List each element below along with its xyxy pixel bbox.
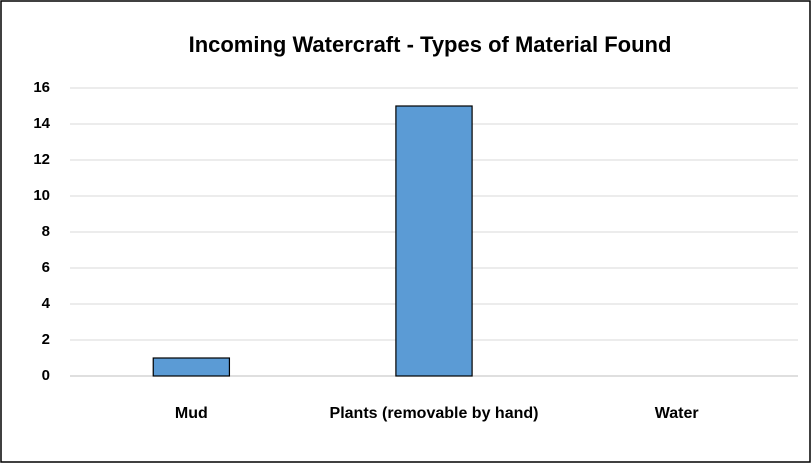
y-tick-label: 0 — [42, 367, 50, 384]
x-tick-label: Plants (removable by hand) — [329, 405, 539, 422]
y-tick-label: 2 — [42, 331, 50, 348]
x-tick-label: Water — [654, 405, 699, 422]
y-tick-label: 14 — [33, 115, 50, 132]
x-tick-label: Mud — [174, 405, 208, 422]
chart-title: Incoming Watercraft - Types of Material … — [189, 32, 672, 57]
bar — [152, 357, 231, 377]
y-tick-label: 12 — [33, 151, 50, 168]
bar — [395, 105, 473, 377]
y-tick-label: 16 — [33, 79, 50, 96]
y-tick-label: 8 — [42, 223, 50, 240]
y-tick-label: 10 — [33, 187, 50, 204]
y-tick-label: 6 — [42, 259, 50, 276]
y-tick-label: 4 — [42, 295, 51, 312]
